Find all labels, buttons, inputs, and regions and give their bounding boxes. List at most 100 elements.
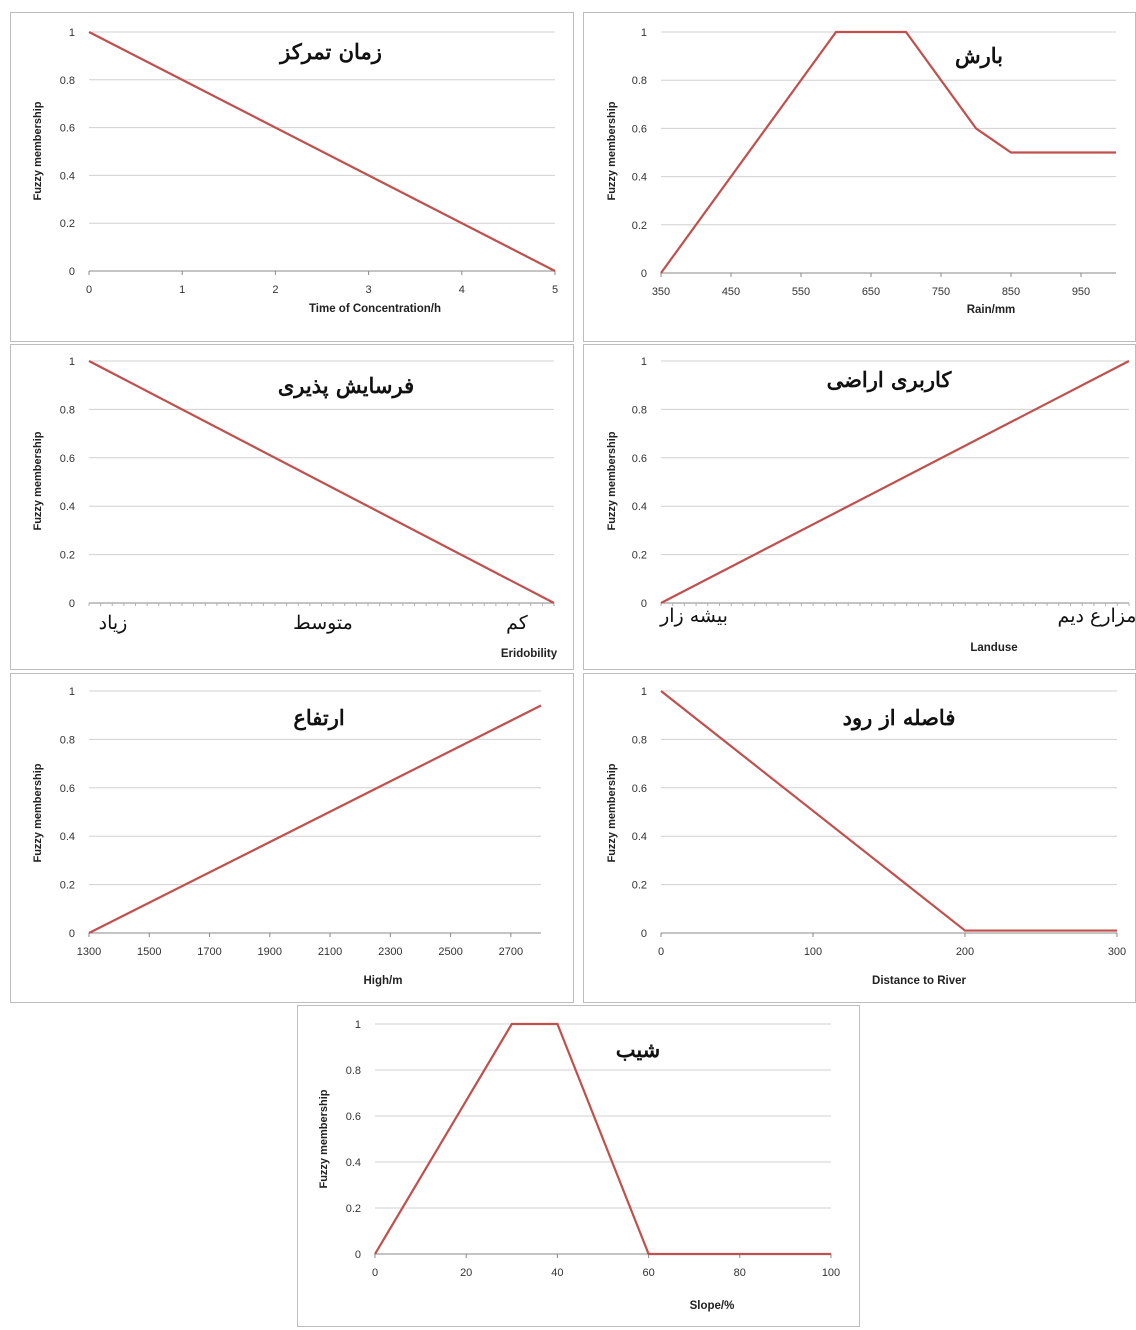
y-tick-label: 1 [69, 27, 75, 39]
x-tick-label: 40 [551, 1267, 563, 1279]
membership-line [660, 360, 1130, 604]
x-tick-label: 2100 [318, 946, 342, 958]
y-tick-label: 1 [641, 27, 647, 39]
y-tick-label: 0 [69, 598, 75, 610]
y-tick-label: 0.4 [632, 831, 647, 843]
chart-title: ارتفاع [293, 705, 344, 731]
x-tick-label: 2700 [499, 946, 523, 958]
y-axis-label: Fuzzy membership [318, 1089, 330, 1188]
y-tick-label: 0 [641, 928, 647, 940]
membership-line [88, 704, 542, 934]
chart-title: بارش [955, 43, 1003, 69]
x-tick-label: 1500 [137, 946, 161, 958]
x-tick-label: 1 [179, 284, 185, 296]
x-tick-label: 80 [734, 1267, 746, 1279]
chart-panel-landuse: 0 0.2 0.4 0.6 0.8 1 بیشه زار مزارع دیم کاربری ار… [583, 344, 1136, 670]
y-tick-label: 0.4 [346, 1157, 361, 1169]
y-tick-label: 0 [641, 268, 647, 280]
x-tick-label: 550 [792, 286, 810, 298]
y-tick-label: 0.2 [60, 550, 75, 562]
x-tick-label: 20 [460, 1267, 472, 1279]
x-tick-label: 350 [652, 286, 670, 298]
x-axis-label: Rain/mm [967, 304, 1016, 316]
x-tick-label: 3 [366, 284, 372, 296]
y-tick-label: 0.2 [60, 880, 75, 892]
y-tick-label: 0.6 [632, 453, 647, 465]
x-tick-label: 300 [1108, 946, 1126, 958]
membership-line [660, 30, 1116, 274]
y-axis-label: Fuzzy membership [606, 431, 618, 530]
x-axis-label: Distance to River [872, 975, 966, 987]
y-tick-label: 0.6 [60, 123, 75, 135]
y-tick-label: 0.4 [60, 170, 75, 182]
y-tick-label: 1 [69, 686, 75, 698]
y-tick-label: 0.8 [346, 1065, 361, 1077]
y-tick-label: 0.8 [632, 734, 647, 746]
x-tick-label: 750 [932, 286, 950, 298]
chart-panel-erodibility: 0 0.2 0.4 0.6 0.8 1 زیاد متوسط کم فرسایش پذیری Eri… [10, 344, 574, 670]
y-tick-label: 0.6 [60, 783, 75, 795]
y-tick-label: 0.2 [60, 218, 75, 230]
y-tick-label: 0.6 [60, 453, 75, 465]
chart-title: کاربری اراضی [827, 367, 953, 393]
y-tick-label: 0.2 [632, 220, 647, 232]
chart-svg: 0 0.2 0.4 0.6 0.8 1 0 1 2 3 4 5 زمان تمرکز Time of Co… [32, 27, 558, 315]
x-tick-label: 1900 [258, 946, 282, 958]
x-tick-label: 100 [804, 946, 822, 958]
x-tick-label: 5 [552, 284, 558, 296]
chart-svg: 0 0.2 0.4 0.6 0.8 1 0 100 200 300 فاصله از رود Dist… [606, 686, 1126, 987]
chart-svg: 0 0.2 0.4 0.6 0.8 1 بیشه زار مزارع دیم کاربری ار… [606, 356, 1136, 654]
y-tick-label: 0 [69, 266, 75, 278]
x-tick-label: 1700 [197, 946, 221, 958]
x-tick-label: 2500 [438, 946, 462, 958]
x-axis-label: Eridobility [501, 648, 558, 660]
chart-panel-distance-to-river: 0 0.2 0.4 0.6 0.8 1 0 100 200 300 فاصله از رود Dist… [583, 673, 1136, 1003]
y-axis-label: Fuzzy membership [32, 763, 44, 862]
membership-line [660, 690, 1117, 932]
membership-line [88, 360, 555, 604]
y-tick-label: 0.4 [60, 501, 75, 513]
x-tick-label: 2300 [378, 946, 402, 958]
chart-panel-rain: 0 0.2 0.4 0.6 0.8 1 350 450 550 650 750 850 950 بارش R… [583, 12, 1136, 342]
y-axis-label: Fuzzy membership [606, 101, 618, 200]
x-tick-label: 2 [272, 284, 278, 296]
membership-line [88, 31, 556, 272]
x-tick-label: 0 [86, 284, 92, 296]
chart-title: فرسایش پذیری [278, 373, 414, 399]
y-tick-label: 0.4 [632, 501, 647, 513]
x-category-label: مزارع دیم [1058, 605, 1136, 627]
y-tick-label: 0.6 [346, 1111, 361, 1123]
y-tick-label: 0.6 [632, 783, 647, 795]
x-axis-label: Time of Concentration/h [309, 303, 441, 315]
x-tick-label: 100 [822, 1267, 840, 1279]
chart-title: زمان تمرکز [278, 39, 382, 65]
chart-panel-time-of-concentration: 0 0.2 0.4 0.6 0.8 1 0 1 2 3 4 5 زمان تمرکز Time of Co… [10, 12, 574, 342]
chart-svg: 0 0.2 0.4 0.6 0.8 1 زیاد متوسط کم فرسایش پذیری Eri… [32, 356, 558, 660]
y-tick-label: 1 [69, 356, 75, 368]
y-tick-label: 1 [641, 356, 647, 368]
chart-svg: 0 0.2 0.4 0.6 0.8 1 1300 1500 1700 1900 2100 2300 25… [32, 686, 542, 987]
x-category-label: بیشه زار [659, 605, 728, 627]
y-tick-label: 0.8 [632, 404, 647, 416]
y-tick-label: 0.2 [632, 880, 647, 892]
x-axis-label: Landuse [970, 642, 1017, 654]
x-tick-label: 450 [722, 286, 740, 298]
membership-line [374, 1022, 831, 1256]
x-axis-label: High/m [364, 975, 403, 987]
x-category-label: متوسط [293, 612, 353, 634]
x-tick-label: 0 [372, 1267, 378, 1279]
y-tick-label: 0.4 [60, 831, 75, 843]
chart-title: فاصله از رود [843, 705, 956, 731]
y-tick-label: 0.8 [60, 734, 75, 746]
y-tick-label: 0 [641, 598, 647, 610]
y-tick-label: 0.2 [632, 550, 647, 562]
y-tick-label: 0 [355, 1249, 361, 1261]
y-tick-label: 0.4 [632, 172, 647, 184]
y-tick-label: 0.8 [60, 75, 75, 87]
x-tick-label: 1300 [77, 946, 101, 958]
x-category-label: کم [506, 612, 529, 634]
x-tick-label: 60 [642, 1267, 654, 1279]
x-tick-label: 950 [1072, 286, 1090, 298]
x-category-label: زیاد [99, 612, 128, 634]
